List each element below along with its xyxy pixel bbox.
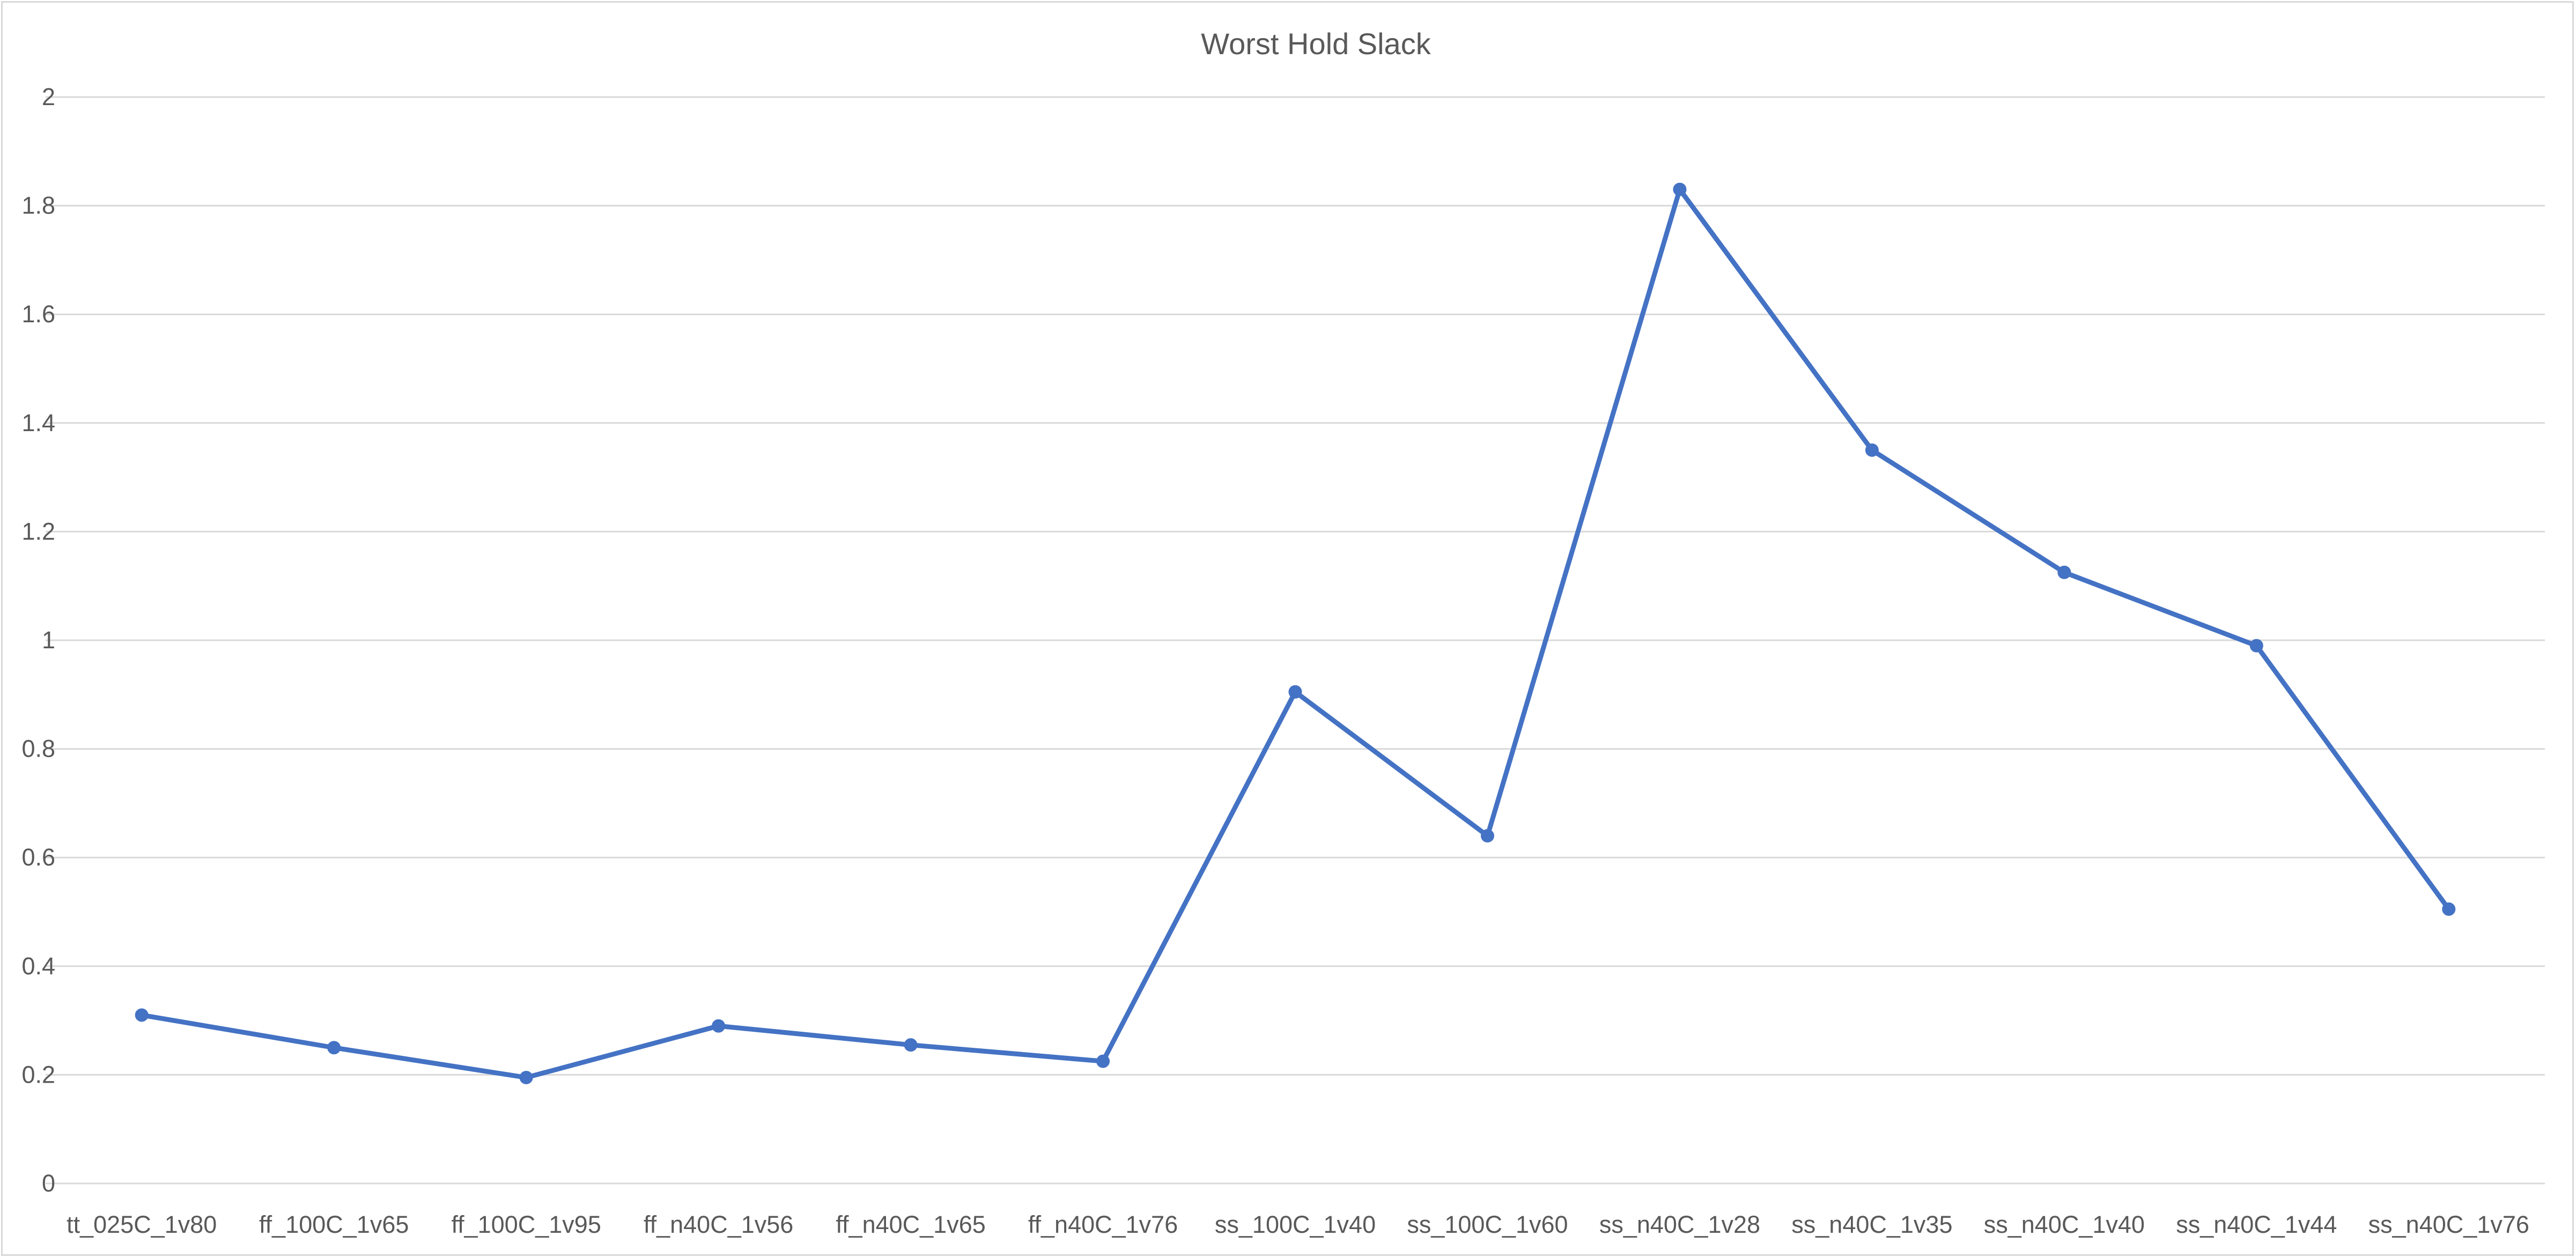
y-tick-label: 0.8 [21,735,55,763]
x-tick-label: tt_025C_1v80 [67,1211,217,1238]
data-point[interactable] [1480,829,1494,843]
series [135,182,2456,1084]
data-point[interactable] [1673,182,1687,196]
data-point[interactable] [519,1070,533,1084]
y-tick-label: 1.2 [21,517,55,545]
data-point[interactable] [712,1019,726,1033]
line-chart: Worst Hold Slack 0 0.2 0.4 0.6 0.8 1 1.2 1.4 1.6… [21,27,2545,1238]
y-axis-tick-labels: 0 0.2 0.4 0.6 0.8 1 1.2 1.4 1.6 1.8 2 [21,83,55,1197]
y-tick-label: 1.8 [21,192,55,219]
data-point[interactable] [2057,565,2071,579]
y-tick-label: 0.2 [21,1061,55,1088]
y-tick-label: 0 [42,1170,55,1197]
y-tick-label: 1 [42,626,55,654]
x-tick-label: ss_n40C_1v28 [1599,1211,1760,1238]
y-tick-label: 1.6 [21,300,55,328]
x-tick-label: ss_100C_1v40 [1215,1211,1376,1238]
x-tick-label: ff_100C_1v95 [451,1211,601,1238]
x-axis-tick-labels: tt_025C_1v80 ff_100C_1v65 ff_100C_1v95 ff_n… [67,1211,2529,1238]
gridlines [46,96,2545,1185]
y-tick-label: 2 [42,83,55,110]
chart-title: Worst Hold Slack [1201,27,1431,61]
data-point[interactable] [327,1041,341,1055]
series-line [139,187,2452,1080]
data-point[interactable] [2442,902,2456,916]
x-tick-label: ss_n40C_1v35 [1791,1211,1952,1238]
y-tick-label: 1.4 [21,409,55,436]
x-tick-label: ff_n40C_1v76 [1028,1211,1178,1238]
y-tick-label: 0.4 [21,952,55,980]
x-tick-label: ss_n40C_1v40 [1984,1211,2145,1238]
x-tick-label: ff_100C_1v65 [259,1211,409,1238]
x-tick-label: ss_n40C_1v76 [2368,1211,2529,1238]
x-tick-label: ff_n40C_1v65 [836,1211,985,1238]
y-tick-label: 0.6 [21,843,55,871]
data-point[interactable] [1288,685,1302,699]
data-point[interactable] [1865,443,1879,457]
x-tick-label: ss_n40C_1v44 [2176,1211,2337,1238]
x-tick-label: ss_100C_1v60 [1407,1211,1568,1238]
data-point[interactable] [2249,639,2263,653]
data-point[interactable] [904,1038,918,1052]
data-point[interactable] [135,1008,149,1022]
data-point[interactable] [1096,1054,1110,1068]
x-tick-label: ff_n40C_1v56 [644,1211,793,1238]
